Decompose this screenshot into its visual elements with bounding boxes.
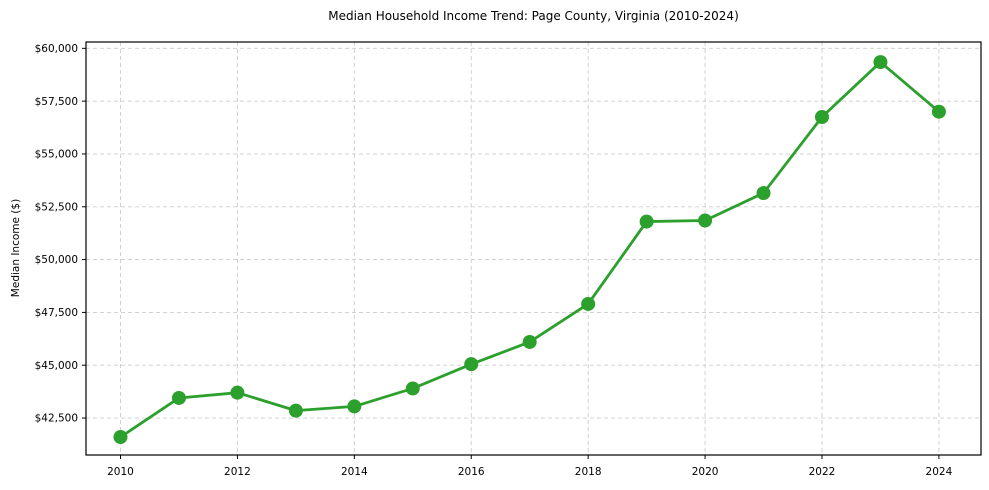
x-tick-label: 2014: [341, 466, 368, 478]
data-point: [698, 213, 713, 228]
data-point: [814, 109, 829, 124]
y-tick-label: $42,500: [35, 413, 78, 425]
y-tick-label: $57,500: [35, 96, 78, 108]
data-point: [288, 403, 303, 418]
data-point: [171, 390, 186, 405]
x-tick-label: 2016: [458, 466, 485, 478]
data-point: [230, 385, 245, 400]
data-point: [113, 430, 128, 445]
y-tick-label: $60,000: [35, 43, 78, 55]
y-tick-label: $52,500: [35, 201, 78, 213]
y-tick-label: $50,000: [35, 254, 78, 266]
data-point: [581, 296, 596, 311]
data-point: [756, 186, 771, 201]
x-tick-label: 2012: [224, 466, 251, 478]
data-point: [347, 399, 362, 414]
data-point: [405, 381, 420, 396]
plot-border: [85, 41, 982, 456]
x-tick-label: 2020: [692, 466, 719, 478]
x-tick-label: 2024: [926, 466, 953, 478]
chart-title: Median Household Income Trend: Page Coun…: [328, 9, 739, 23]
data-point: [464, 357, 479, 372]
data-point: [873, 55, 888, 70]
x-tick-label: 2018: [575, 466, 602, 478]
y-tick-label: $45,000: [35, 360, 78, 372]
x-tick-label: 2022: [809, 466, 836, 478]
x-tick-label: 2010: [107, 466, 134, 478]
y-tick-label: $55,000: [35, 149, 78, 161]
data-point: [931, 104, 946, 119]
data-point: [522, 334, 537, 349]
y-tick-label: $47,500: [35, 307, 78, 319]
data-point: [639, 214, 654, 229]
